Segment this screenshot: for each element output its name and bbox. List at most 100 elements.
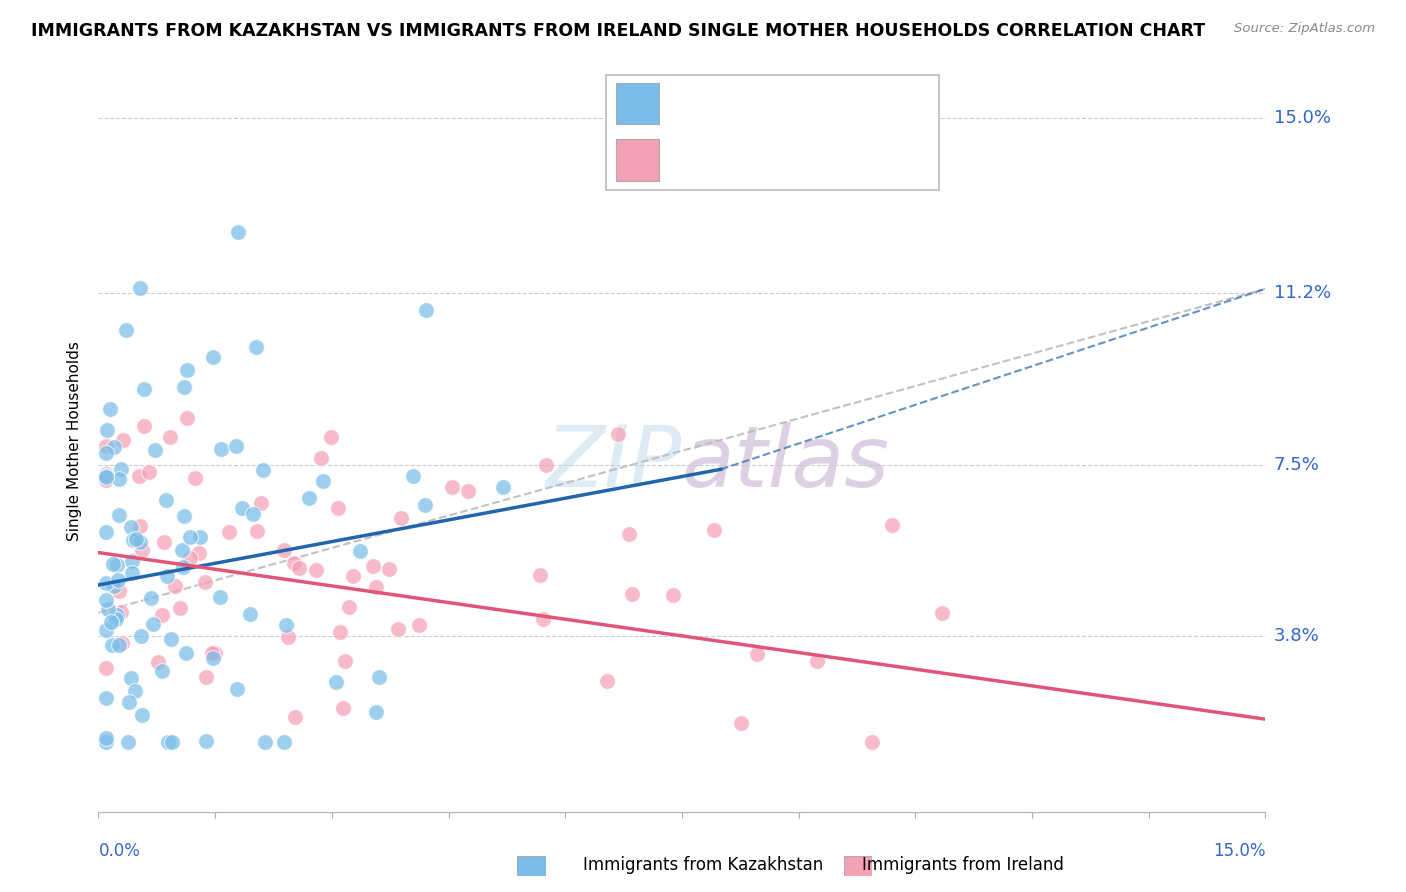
Point [239, 607, 262, 621]
Point [284, 710, 307, 724]
Point [111, 636, 134, 650]
Text: 15.0%: 15.0% [1213, 842, 1265, 860]
Point [121, 554, 143, 568]
Point [121, 566, 143, 580]
Text: atlas: atlas [682, 422, 890, 505]
Point [321, 430, 343, 444]
Text: 3.8%: 3.8% [1274, 627, 1319, 645]
Point [195, 734, 218, 748]
Point [131, 707, 153, 722]
Text: 7.5%: 7.5% [1274, 456, 1320, 474]
Point [107, 472, 129, 486]
Point [162, 735, 184, 749]
Point [337, 599, 360, 614]
Point [110, 462, 132, 476]
Point [105, 558, 128, 573]
Point [103, 440, 125, 454]
Point [110, 606, 132, 620]
Point [169, 601, 191, 615]
Point [621, 587, 644, 601]
Point [328, 500, 350, 515]
Point [176, 363, 198, 377]
Text: ZIP: ZIP [546, 422, 682, 505]
Point [179, 531, 201, 545]
Point [159, 430, 181, 444]
Point [96, 690, 118, 705]
Point [298, 491, 321, 505]
Point [342, 569, 364, 583]
Point [529, 567, 551, 582]
Point [96, 446, 118, 460]
Point [108, 508, 131, 522]
Point [173, 380, 195, 394]
Text: IMMIGRANTS FROM KAZAKHSTAN VS IMMIGRANTS FROM IRELAND SINGLE MOTHER HOUSEHOLDS C: IMMIGRANTS FROM KAZAKHSTAN VS IMMIGRANTS… [31, 22, 1205, 40]
Text: Source: ZipAtlas.com: Source: ZipAtlas.com [1234, 22, 1375, 36]
Point [128, 281, 150, 295]
Point [128, 519, 150, 533]
Point [201, 646, 224, 660]
Point [202, 350, 225, 364]
Point [141, 591, 163, 605]
Point [413, 498, 436, 512]
Point [101, 558, 124, 572]
Y-axis label: Single Mother Households: Single Mother Households [67, 342, 83, 541]
Text: 0.0%: 0.0% [98, 842, 141, 860]
Point [96, 576, 118, 591]
Point [138, 466, 160, 480]
Point [226, 225, 249, 239]
Point [194, 575, 217, 590]
Point [254, 735, 277, 749]
Point [96, 592, 118, 607]
Point [273, 543, 295, 558]
Point [124, 683, 146, 698]
Point [179, 551, 201, 566]
FancyBboxPatch shape [517, 856, 546, 876]
Point [387, 622, 409, 636]
Point [105, 608, 128, 623]
Point [531, 612, 554, 626]
Point [242, 508, 264, 522]
Point [730, 716, 752, 731]
Point [361, 559, 384, 574]
Point [415, 302, 437, 317]
Point [96, 469, 118, 483]
Point [100, 615, 122, 630]
Point [150, 664, 173, 678]
Point [349, 543, 371, 558]
Point [118, 695, 141, 709]
Point [142, 616, 165, 631]
Point [364, 705, 387, 719]
Point [283, 556, 305, 570]
Point [440, 480, 463, 494]
Point [96, 470, 118, 484]
Point [115, 323, 138, 337]
Point [209, 442, 232, 457]
Point [276, 618, 298, 632]
Point [305, 563, 328, 577]
Point [277, 630, 299, 644]
Point [173, 508, 195, 523]
Point [150, 607, 173, 622]
Point [311, 475, 333, 489]
Point [174, 646, 197, 660]
Point [128, 468, 150, 483]
Point [218, 525, 240, 540]
Point [108, 638, 131, 652]
Point [368, 670, 391, 684]
Point [104, 612, 127, 626]
Point [204, 646, 226, 660]
Point [160, 632, 183, 646]
Point [97, 601, 120, 615]
Point [325, 675, 347, 690]
Point [134, 382, 156, 396]
Point [96, 524, 118, 539]
Point [250, 496, 273, 510]
Point [882, 517, 904, 532]
Point [209, 590, 232, 604]
Point [98, 401, 121, 416]
Point [931, 606, 953, 620]
Point [125, 532, 148, 546]
Point [155, 492, 177, 507]
Point [607, 427, 630, 442]
Point [492, 480, 515, 494]
